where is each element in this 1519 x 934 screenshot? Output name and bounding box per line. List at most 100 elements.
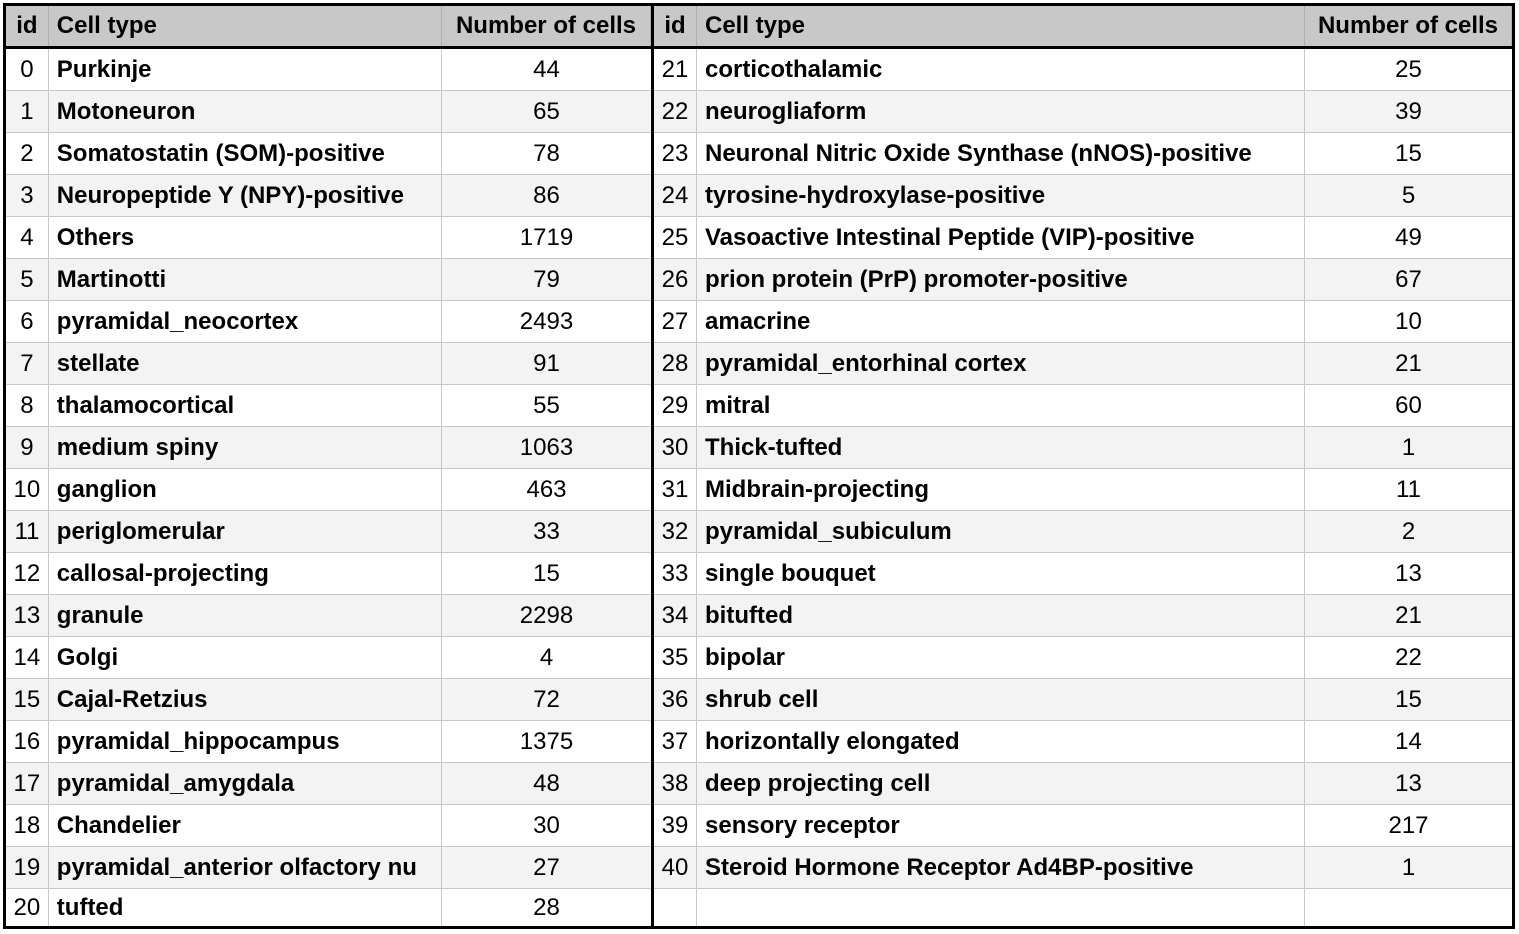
cell-type[interactable]: callosal-projecting bbox=[49, 553, 442, 594]
cell-type[interactable]: single bouquet bbox=[697, 553, 1305, 594]
cell-count[interactable]: 21 bbox=[1395, 601, 1422, 629]
cell-count[interactable]: 14 bbox=[1395, 727, 1422, 755]
cell-id[interactable]: 39 bbox=[654, 805, 697, 846]
header-cell-type[interactable]: Cell type bbox=[697, 6, 1305, 46]
cell-id[interactable]: 36 bbox=[654, 679, 697, 720]
cell-id[interactable]: 4 bbox=[6, 217, 49, 258]
cell-type[interactable]: bipolar bbox=[697, 637, 1305, 678]
cell-type[interactable]: pyramidal_neocortex bbox=[49, 301, 442, 342]
cell-id[interactable]: 15 bbox=[6, 679, 49, 720]
header-id[interactable]: id bbox=[6, 6, 49, 46]
cell-type[interactable]: thalamocortical bbox=[49, 385, 442, 426]
cell-id[interactable]: 33 bbox=[654, 553, 697, 594]
cell-type[interactable]: Chandelier bbox=[49, 805, 442, 846]
cell-id[interactable]: 38 bbox=[654, 763, 697, 804]
cell-count[interactable]: 2298 bbox=[519, 601, 574, 629]
cell-id[interactable]: 32 bbox=[654, 511, 697, 552]
cell-type[interactable]: Steroid Hormone Receptor Ad4BP-positive bbox=[697, 847, 1305, 888]
cell-id[interactable]: 14 bbox=[6, 637, 49, 678]
cell-type[interactable]: Vasoactive Intestinal Peptide (VIP)-posi… bbox=[697, 217, 1305, 258]
cell-id[interactable]: 30 bbox=[654, 427, 697, 468]
cell-type[interactable]: deep projecting cell bbox=[697, 763, 1305, 804]
cell-type[interactable]: Midbrain-projecting bbox=[697, 469, 1305, 510]
cell-count[interactable]: 49 bbox=[1395, 223, 1422, 251]
cell-count[interactable] bbox=[1305, 889, 1512, 926]
cell-type[interactable]: Cajal-Retzius bbox=[49, 679, 442, 720]
cell-type[interactable]: Martinotti bbox=[49, 259, 442, 300]
cell-type[interactable]: pyramidal_amygdala bbox=[49, 763, 442, 804]
cell-type[interactable]: bitufted bbox=[697, 595, 1305, 636]
cell-count[interactable]: 60 bbox=[1395, 391, 1422, 419]
cell-count[interactable]: 27 bbox=[533, 853, 560, 881]
cell-count[interactable]: 44 bbox=[533, 55, 560, 83]
cell-type[interactable]: Somatostatin (SOM)-positive bbox=[49, 133, 442, 174]
cell-count[interactable]: 1 bbox=[1401, 433, 1416, 461]
cell-id[interactable]: 5 bbox=[6, 259, 49, 300]
cell-count[interactable]: 21 bbox=[1395, 349, 1422, 377]
cell-type[interactable]: ganglion bbox=[49, 469, 442, 510]
cell-count[interactable]: 5 bbox=[1401, 181, 1416, 209]
cell-type[interactable]: tyrosine-hydroxylase-positive bbox=[697, 175, 1305, 216]
cell-id[interactable]: 9 bbox=[6, 427, 49, 468]
cell-id[interactable]: 21 bbox=[654, 49, 697, 90]
cell-count[interactable]: 1063 bbox=[519, 433, 574, 461]
cell-count[interactable]: 22 bbox=[1395, 643, 1422, 671]
cell-count[interactable]: 39 bbox=[1395, 97, 1422, 125]
cell-id[interactable]: 2 bbox=[6, 133, 49, 174]
cell-count[interactable]: 1719 bbox=[519, 223, 574, 251]
cell-id[interactable]: 35 bbox=[654, 637, 697, 678]
cell-type[interactable]: Purkinje bbox=[49, 49, 442, 90]
cell-count[interactable]: 86 bbox=[533, 181, 560, 209]
cell-count[interactable]: 15 bbox=[533, 559, 560, 587]
cell-count[interactable]: 72 bbox=[533, 685, 560, 713]
header-number-of-cells[interactable]: Number of cells bbox=[442, 6, 651, 46]
cell-id[interactable]: 26 bbox=[654, 259, 697, 300]
cell-id[interactable]: 29 bbox=[654, 385, 697, 426]
cell-id[interactable]: 13 bbox=[6, 595, 49, 636]
cell-count[interactable]: 2 bbox=[1401, 517, 1416, 545]
cell-count[interactable]: 15 bbox=[1395, 685, 1422, 713]
cell-count[interactable]: 217 bbox=[1388, 811, 1429, 839]
cell-id[interactable]: 12 bbox=[6, 553, 49, 594]
header-cell-type[interactable]: Cell type bbox=[49, 6, 442, 46]
cell-count[interactable]: 13 bbox=[1395, 559, 1422, 587]
cell-type[interactable]: Motoneuron bbox=[49, 91, 442, 132]
cell-count[interactable]: 1375 bbox=[519, 727, 574, 755]
cell-type[interactable]: Others bbox=[49, 217, 442, 258]
cell-count[interactable]: 33 bbox=[533, 517, 560, 545]
header-number-of-cells[interactable]: Number of cells bbox=[1305, 6, 1512, 46]
cell-id[interactable]: 37 bbox=[654, 721, 697, 762]
cell-id[interactable]: 17 bbox=[6, 763, 49, 804]
cell-type[interactable]: stellate bbox=[49, 343, 442, 384]
cell-id[interactable]: 28 bbox=[654, 343, 697, 384]
cell-id[interactable]: 31 bbox=[654, 469, 697, 510]
cell-type[interactable]: horizontally elongated bbox=[697, 721, 1305, 762]
cell-id[interactable]: 22 bbox=[654, 91, 697, 132]
cell-count[interactable]: 55 bbox=[533, 391, 560, 419]
cell-count[interactable]: 11 bbox=[1396, 475, 1421, 503]
cell-id[interactable]: 34 bbox=[654, 595, 697, 636]
cell-id[interactable]: 10 bbox=[6, 469, 49, 510]
cell-count[interactable]: 10 bbox=[1395, 307, 1422, 335]
cell-type[interactable]: Neuropeptide Y (NPY)-positive bbox=[49, 175, 442, 216]
cell-id[interactable]: 19 bbox=[6, 847, 49, 888]
cell-id[interactable]: 18 bbox=[6, 805, 49, 846]
cell-id[interactable]: 24 bbox=[654, 175, 697, 216]
cell-id[interactable]: 0 bbox=[6, 49, 49, 90]
cell-type[interactable]: corticothalamic bbox=[697, 49, 1305, 90]
cell-type[interactable]: sensory receptor bbox=[697, 805, 1305, 846]
cell-id[interactable]: 16 bbox=[6, 721, 49, 762]
cell-type[interactable]: prion protein (PrP) promoter-positive bbox=[697, 259, 1305, 300]
cell-type[interactable]: Golgi bbox=[49, 637, 442, 678]
header-id[interactable]: id bbox=[654, 6, 697, 46]
cell-id[interactable]: 23 bbox=[654, 133, 697, 174]
cell-type[interactable]: Neuronal Nitric Oxide Synthase (nNOS)-po… bbox=[697, 133, 1305, 174]
cell-count[interactable]: 65 bbox=[533, 97, 560, 125]
cell-type[interactable]: periglomerular bbox=[49, 511, 442, 552]
cell-id[interactable]: 11 bbox=[6, 511, 49, 552]
cell-count[interactable]: 1 bbox=[1401, 853, 1416, 881]
cell-count[interactable]: 79 bbox=[533, 265, 560, 293]
cell-count[interactable]: 13 bbox=[1395, 769, 1422, 797]
cell-id[interactable]: 1 bbox=[6, 91, 49, 132]
cell-count[interactable]: 4 bbox=[539, 643, 554, 671]
